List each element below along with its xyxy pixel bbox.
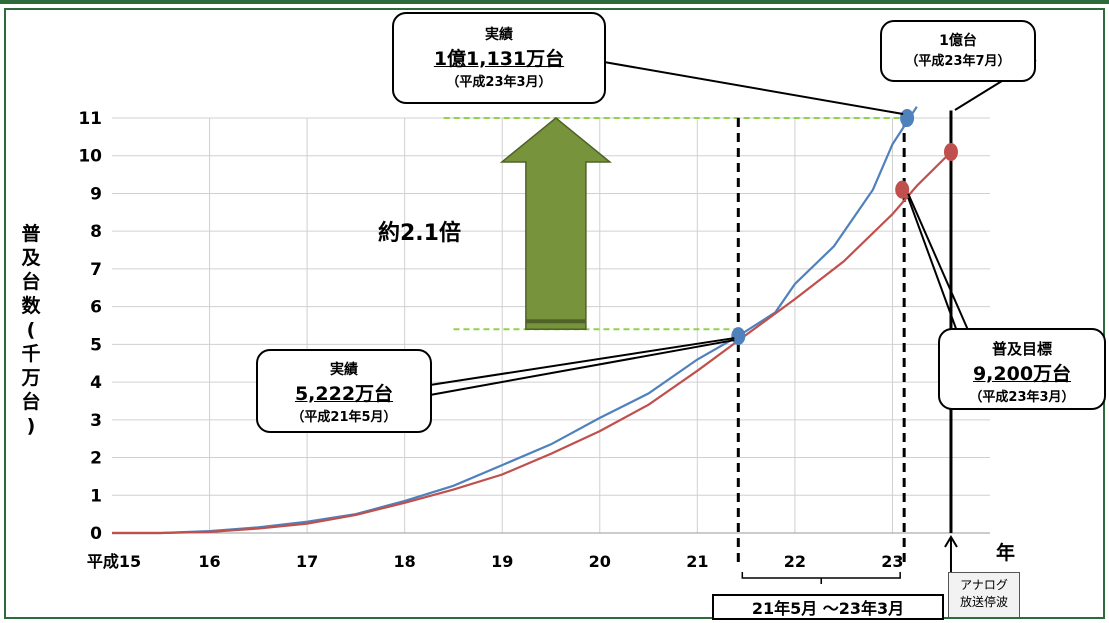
leader-goal-b — [907, 197, 963, 346]
guide-lines — [443, 110, 958, 584]
period-brace — [741, 572, 901, 584]
callout-2011-actual: 実績 1億1,131万台 （平成23年3月） — [392, 12, 606, 104]
y-ticks: 0 1 2 3 4 5 6 7 8 9 10 11 — [78, 109, 102, 544]
y-axis-label-char: 台 — [21, 391, 41, 413]
y-tick-label: 10 — [78, 147, 102, 167]
x-tick-label: 17 — [296, 552, 318, 571]
x-tick-label: 20 — [589, 552, 611, 571]
data-point-marker — [943, 142, 958, 161]
callout-date: （平成21年5月） — [291, 410, 397, 425]
leader-2009-actual — [429, 337, 735, 386]
data-point-marker — [900, 109, 915, 127]
callout-value: 1億1,131万台 — [433, 48, 565, 70]
x-tick-label: 16 — [198, 552, 220, 571]
callout-date: （平成23年3月） — [969, 390, 1075, 405]
x-tick-label: 18 — [394, 552, 416, 571]
increase-arrow — [499, 117, 612, 331]
callout-value: 5,222万台 — [294, 383, 394, 405]
x-tick-label: 22 — [784, 552, 806, 571]
y-axis-label-char: 普 — [21, 223, 41, 245]
callout-title: 実績 — [485, 27, 513, 43]
callout-title: 実績 — [330, 362, 358, 378]
y-tick-label: 2 — [90, 449, 102, 469]
x-ticks: 平成15 16 17 18 19 20 21 22 23 — [87, 552, 904, 571]
y-axis-label-char: 数 — [21, 295, 41, 317]
callout-date: （平成23年7月） — [905, 54, 1011, 69]
callout-target-100m: 1億台 （平成23年7月） — [880, 20, 1036, 82]
y-tick-label: 5 — [90, 335, 102, 355]
callout-date: （平成23年3月） — [446, 75, 552, 90]
data-point-marker — [731, 327, 746, 346]
y-axis-label-char: 及 — [21, 247, 41, 269]
y-axis-label-char: 千 — [21, 343, 41, 365]
y-tick-label: 1 — [90, 486, 102, 506]
x-tick-label: 平成15 — [87, 552, 141, 571]
series-line-0 — [112, 106, 918, 535]
y-tick-label: 4 — [90, 373, 102, 393]
ratio-label: 約2.1倍 — [378, 221, 461, 246]
y-tick-label: 0 — [90, 524, 102, 544]
y-tick-label: 3 — [90, 411, 102, 431]
y-tick-label: 11 — [78, 109, 102, 129]
leader-goal — [907, 193, 969, 331]
y-axis-label-char: 万 — [21, 367, 41, 389]
leader-2009-actual-b — [429, 339, 735, 396]
series-line-1 — [112, 151, 952, 535]
callout-goal: 普及目標 9,200万台 （平成23年3月） — [938, 328, 1106, 410]
period-box: 21年5月 ～23年3月 — [712, 594, 944, 620]
top-border — [0, 0, 1109, 4]
y-axis-label-char: ( — [26, 319, 36, 341]
point-markers — [731, 109, 958, 346]
x-tick-label: 21 — [686, 552, 708, 571]
deadline-arrowhead — [944, 535, 958, 548]
x-tick-label: 19 — [491, 552, 513, 571]
callout-title: 普及目標 — [991, 340, 1052, 358]
data-point-marker — [895, 180, 910, 199]
x-axis-label: 年 — [996, 542, 1016, 564]
analog-end-box: アナログ 放送停波 — [948, 572, 1020, 618]
y-tick-label: 6 — [90, 298, 102, 318]
callout-title: 1億台 — [939, 33, 977, 49]
y-tick-label: 9 — [90, 184, 102, 204]
y-axis-label: 普及台数(千万台) — [16, 222, 46, 438]
leader-2011-actual — [603, 61, 904, 115]
analog-end-line2: 放送停波 — [959, 595, 1008, 609]
series-lines — [112, 106, 952, 535]
y-axis-label-char: ) — [26, 415, 36, 437]
y-axis-label-char: 台 — [21, 271, 41, 293]
analog-end-line1: アナログ — [960, 578, 1008, 592]
increase-arrow-stripe — [525, 319, 586, 324]
y-tick-label: 7 — [90, 260, 102, 280]
x-tick-label: 23 — [881, 552, 903, 571]
y-tick-label: 8 — [90, 222, 102, 242]
callout-2009-actual: 実績 5,222万台 （平成21年5月） — [256, 349, 432, 433]
callout-value: 9,200万台 — [972, 363, 1072, 385]
callout-leaders — [429, 59, 1037, 396]
chart-frame — [4, 8, 1105, 619]
